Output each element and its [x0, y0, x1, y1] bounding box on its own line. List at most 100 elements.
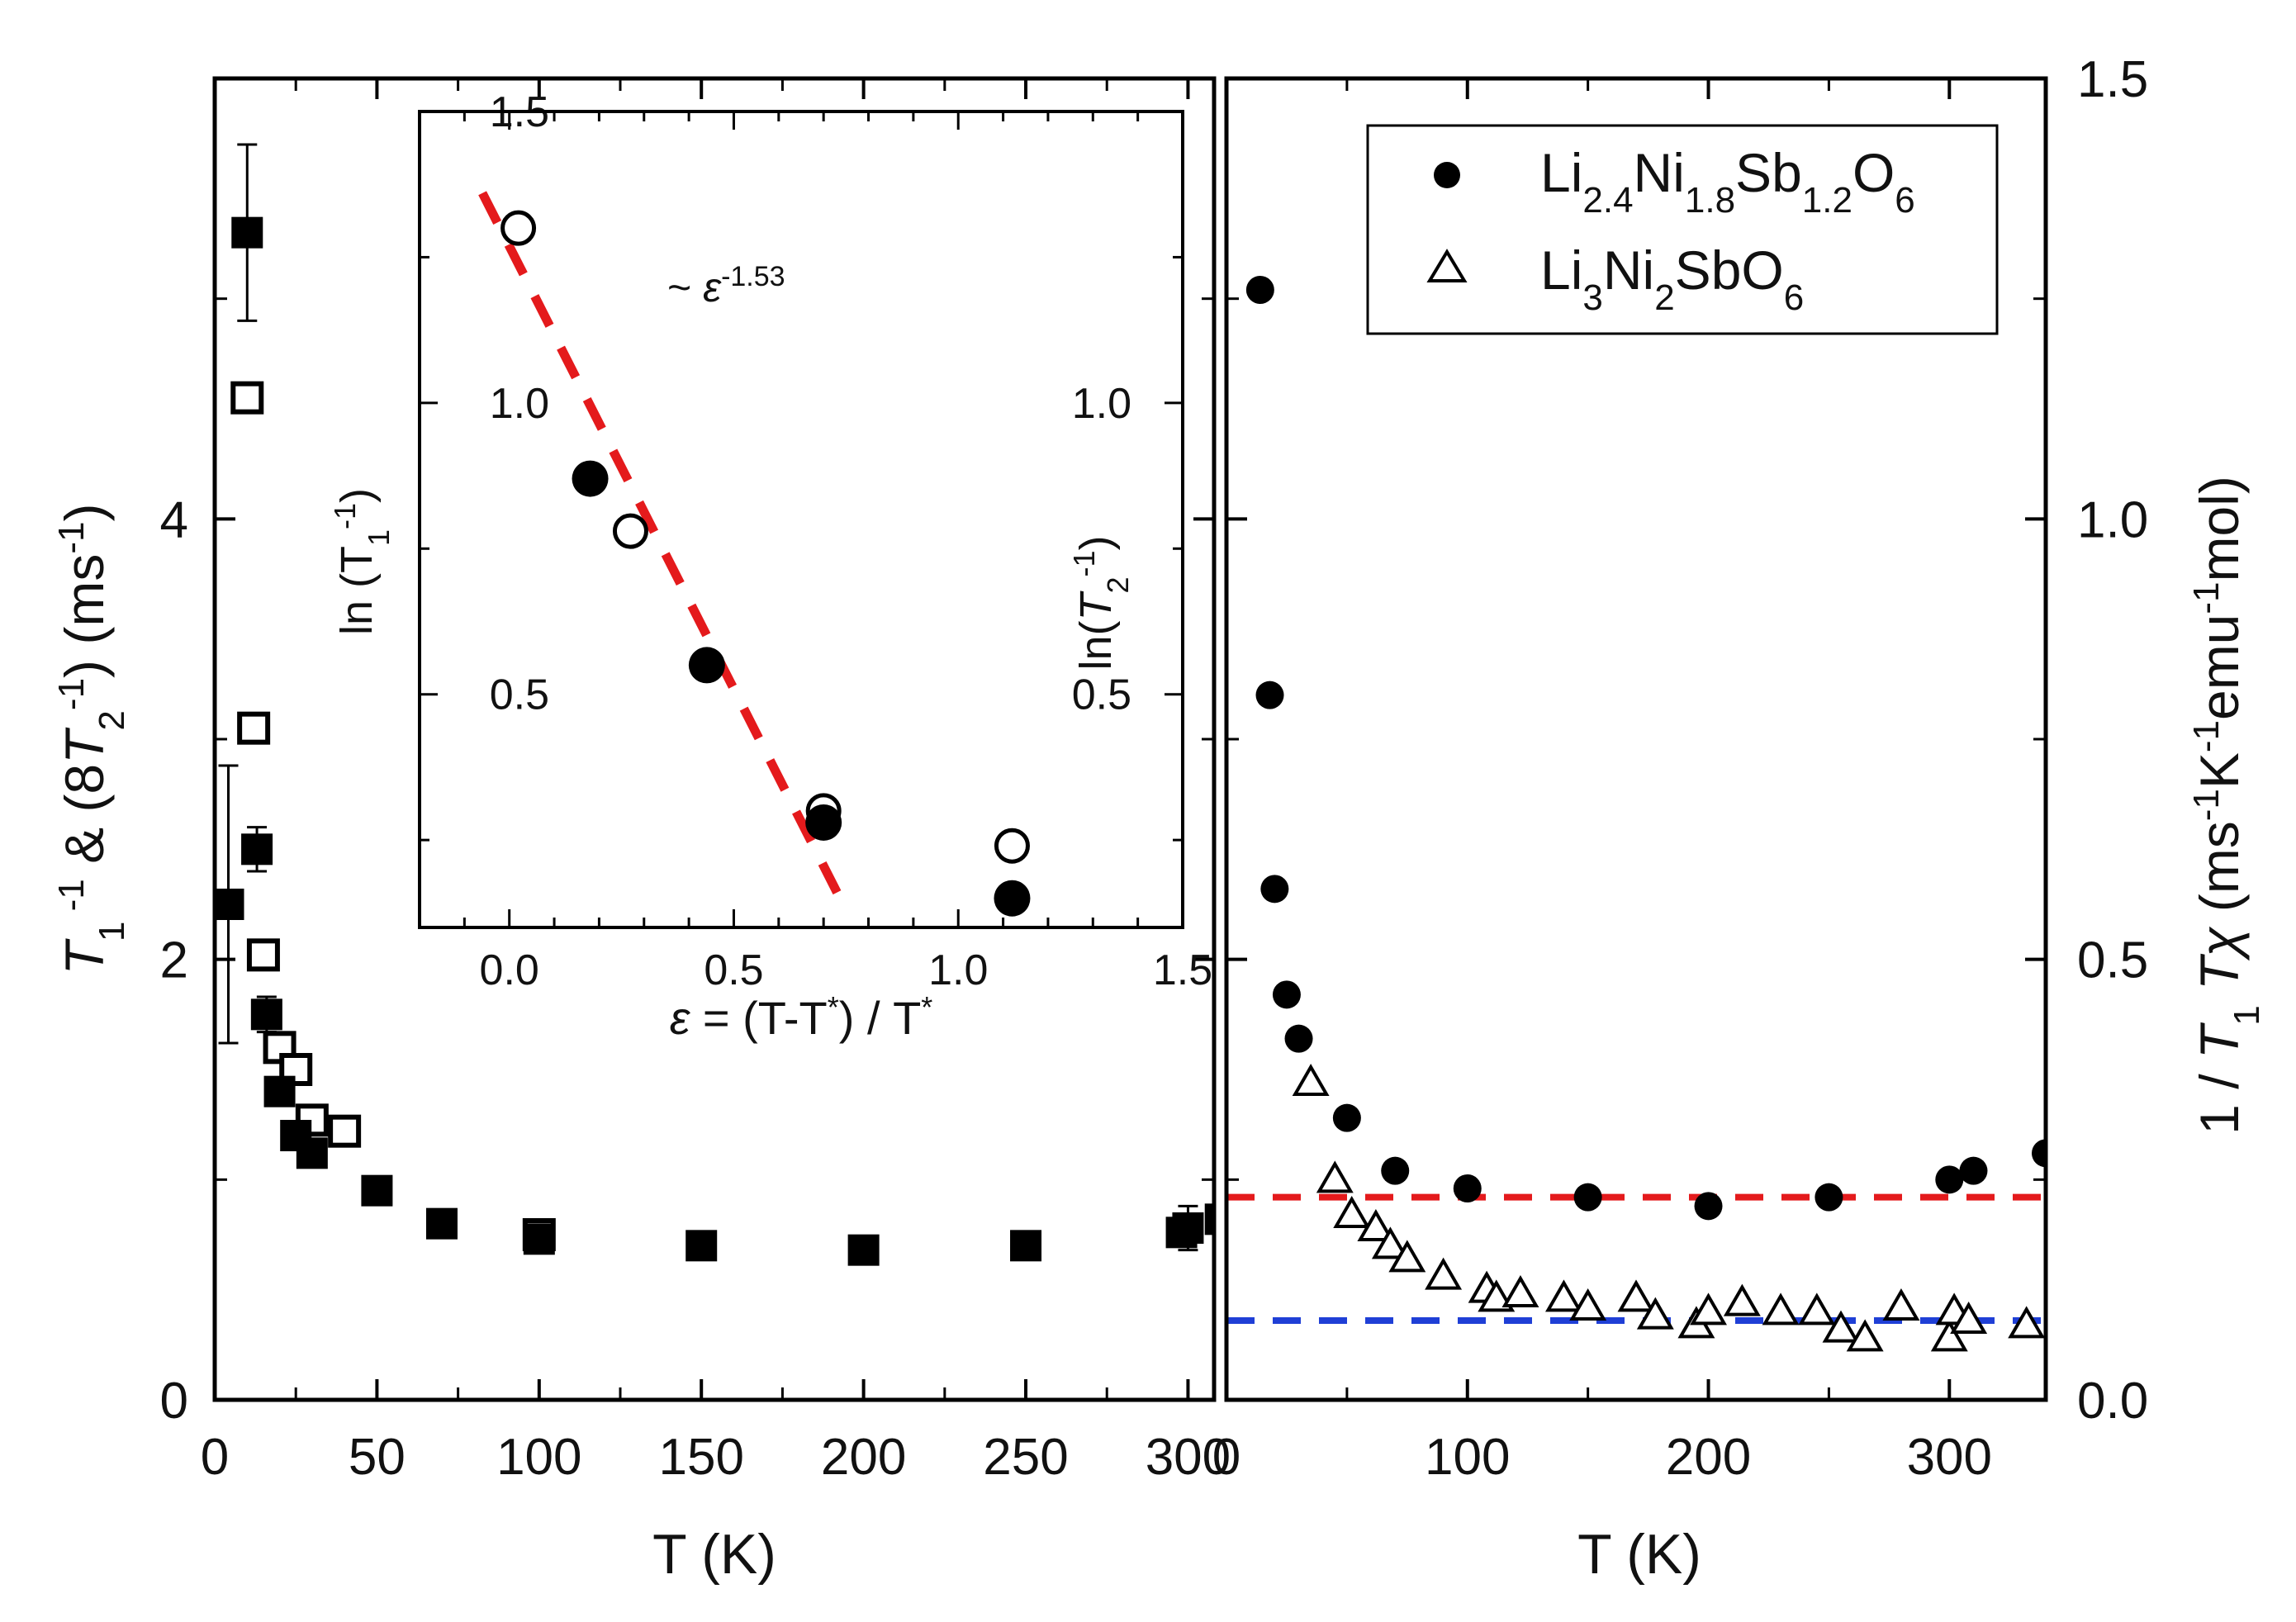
data-point-open-triangle: [1478, 1279, 1516, 1312]
right-points: [1226, 276, 2046, 1352]
data-point-filled-circle: [1284, 1024, 1313, 1053]
legend-marker-filled-circle: [1434, 162, 1460, 188]
inset-x-tick-label: 0.0: [480, 946, 539, 994]
data-point-filled-circle: [1260, 875, 1289, 903]
y-tick-label: 2: [160, 932, 188, 989]
left-points: [215, 143, 1214, 1266]
legend-entry-li3: Li3Ni2SbO6: [1540, 240, 1804, 318]
data-point-open-triangle: [1333, 1195, 1371, 1228]
data-point-open-triangle: [1501, 1274, 1539, 1307]
inset-y-right-tick-label: 1.0: [1072, 380, 1131, 428]
legend-marker-open-triangle: [1426, 249, 1468, 282]
data-point-filled-square: [215, 889, 244, 920]
data-point-filled-square: [1172, 1212, 1204, 1244]
y-tick-label: 0: [160, 1373, 188, 1430]
x-tick-label: 0: [201, 1429, 229, 1486]
data-point-filled-square: [425, 1207, 458, 1240]
right-x-tick-label: 300: [1907, 1429, 1992, 1486]
data-point-filled-circle: [1959, 1156, 1988, 1185]
left-y-axis-label: T1 -1 & (8T2-1) (ms-1): [51, 504, 132, 975]
inset-x-axis-label: ε = (T-T*) / T*: [670, 990, 933, 1045]
y-tick-label: 4: [160, 491, 188, 548]
inset-x-tick-label: 1.0: [928, 946, 988, 994]
data-point-open-square: [246, 938, 280, 972]
data-point-open-triangle: [1636, 1297, 1674, 1330]
data-point-filled-circle: [1694, 1192, 1723, 1221]
data-point-open-triangle: [1930, 1319, 1968, 1352]
data-point-open-triangle: [2008, 1306, 2046, 1339]
data-point-filled-circle: [1815, 1183, 1843, 1212]
data-point-open-triangle: [1690, 1292, 1727, 1326]
data-point-filled-circle: [1272, 980, 1301, 1009]
inset-point-filled-circle: [688, 647, 725, 684]
data-point-filled-square: [361, 1174, 393, 1207]
data-point-filled-square: [250, 998, 282, 1031]
x-tick-label: 200: [821, 1429, 906, 1486]
inset: 0.0 0.5 1.0 1.50.51.01.50.51.0 ~ ε-1.53 ε =…: [328, 88, 1213, 1044]
inset-point-filled-circle: [994, 880, 1031, 917]
inset-points: [478, 191, 1031, 917]
data-point-open-triangle: [1798, 1292, 1836, 1326]
inset-point-open-circle: [994, 828, 1030, 864]
data-point-filled-square: [523, 1223, 555, 1255]
inset-annotation: ~ ε-1.53: [667, 261, 785, 311]
right-x-tick-label: 100: [1425, 1429, 1510, 1486]
inset-x-tick-label: 0.5: [704, 946, 763, 994]
data-point-filled-square: [296, 1137, 328, 1169]
data-point-filled-circle: [1935, 1165, 1964, 1194]
data-point-filled-circle: [1573, 1183, 1602, 1212]
data-point-open-triangle: [1723, 1283, 1761, 1316]
data-point-open-triangle: [1617, 1279, 1655, 1312]
inset-left-y-axis-label: ln (T1-1): [328, 488, 396, 635]
legend-box: [1366, 124, 1999, 335]
inset-background: [420, 111, 1183, 927]
data-point-filled-square: [1204, 1203, 1214, 1235]
legend-entry-li2.4: Li2.4Ni1.8Sb1.2O6: [1540, 142, 1915, 221]
data-point-open-triangle: [1545, 1279, 1582, 1312]
data-point-filled-square: [847, 1234, 880, 1266]
right-x-tick-label: 200: [1666, 1429, 1751, 1486]
right-y-tick-label: 0.0: [2077, 1373, 2148, 1430]
data-point-filled-square: [231, 216, 263, 249]
data-point-open-triangle: [1762, 1292, 1800, 1326]
x-tick-label: 50: [349, 1429, 406, 1486]
inset-frame: [418, 110, 1184, 929]
left-frame: [212, 76, 1217, 1402]
data-point-open-triangle: [1292, 1063, 1330, 1096]
inset-point-open-circle: [612, 513, 648, 549]
data-point-open-square: [230, 381, 264, 415]
inset-fit-line: [478, 191, 842, 895]
inset-y-left-tick-label: 1.0: [490, 380, 549, 428]
right-frame: [1224, 76, 2048, 1402]
data-point-filled-square: [1010, 1230, 1042, 1262]
data-point-open-triangle: [1388, 1240, 1426, 1273]
data-point-open-triangle: [1316, 1160, 1354, 1193]
x-tick-label: 100: [496, 1429, 581, 1486]
data-point-filled-circle: [1245, 276, 1274, 304]
right-y-axis-label: 1 / T1 Tχ (ms-1K-1emu-1mol): [2186, 476, 2267, 1135]
data-point-open-square: [328, 1114, 362, 1148]
data-point-filled-circle: [1255, 681, 1284, 709]
right-y-tick-label: 0.5: [2077, 932, 2148, 989]
right-panel: 0 100 200 300 0.0 0.5 1.0 1.5 T (K) 1 / T1 Tχ (…: [1212, 51, 2267, 1586]
data-point-open-triangle: [1357, 1208, 1395, 1241]
x-tick-label: 250: [983, 1429, 1068, 1486]
inset-point-filled-circle: [572, 460, 609, 497]
right-y-tick-label: 1.0: [2077, 491, 2148, 548]
data-point-open-triangle: [1846, 1319, 1884, 1352]
data-point-open-square: [237, 711, 271, 745]
left-x-axis-label: T (K): [652, 1523, 776, 1586]
inset-point-filled-circle: [805, 804, 842, 841]
right-tick-labels: 0 100 200 300 0.0 0.5 1.0 1.5: [1212, 51, 2148, 1486]
legend: Li2.4Ni1.8Sb1.2O6 Li3Ni2SbO6: [1366, 124, 1999, 335]
inset-point-open-circle: [500, 210, 537, 246]
data-point-filled-square: [685, 1230, 718, 1262]
right-x-axis-label: T (K): [1577, 1523, 1701, 1586]
inset-right-y-axis-label: ln(T2-1): [1067, 535, 1135, 670]
right-x-tick-label: 0: [1212, 1429, 1241, 1486]
inset-y-left-tick-label: 0.5: [490, 671, 549, 719]
data-point-filled-circle: [1332, 1103, 1361, 1132]
data-point-open-triangle: [1822, 1310, 1860, 1343]
left-panel: 0 50 100 150 200 250 300 0 2 4 T (K) T1 -1 & (8T2…: [51, 76, 1231, 1586]
